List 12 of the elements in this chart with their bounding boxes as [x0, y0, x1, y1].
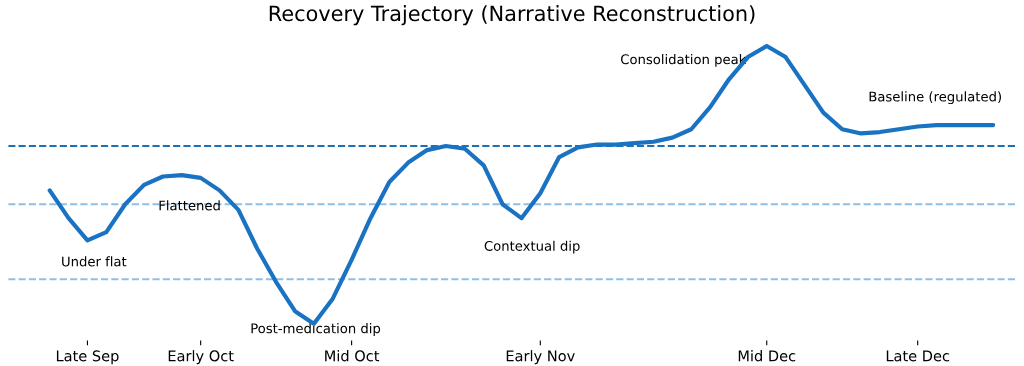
- annotation: Under flat: [62, 256, 127, 267]
- x-tick-label: Early Nov: [506, 350, 575, 365]
- x-tick-label: Late Sep: [56, 350, 119, 365]
- x-tick-label: Mid Oct: [325, 350, 380, 362]
- x-tick-label: Mid Dec: [738, 350, 796, 362]
- annotation: Post-medication dip: [251, 323, 381, 336]
- chart-title: Recovery Trajectory (Narrative Reconstruction): [269, 5, 755, 26]
- x-tick-label: Early Oct: [168, 350, 234, 365]
- annotation: Baseline (regulated): [869, 91, 1001, 105]
- annotation: Flattened: [159, 200, 220, 211]
- x-tick-label: Late Dec: [886, 350, 950, 362]
- annotation: Contextual dip: [484, 240, 580, 254]
